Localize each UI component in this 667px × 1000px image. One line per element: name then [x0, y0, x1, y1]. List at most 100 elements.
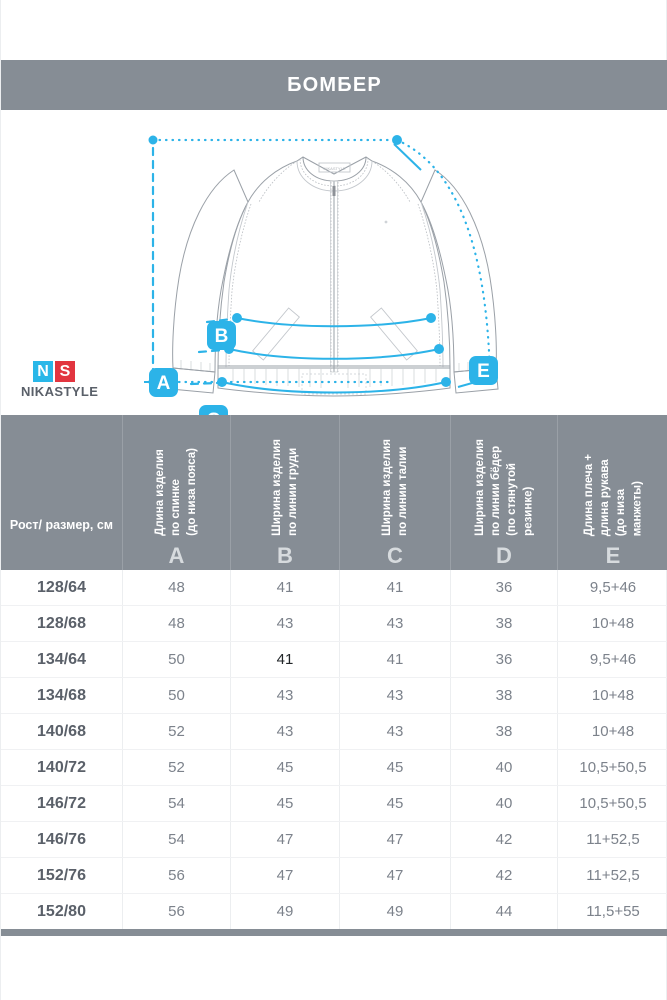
- cell-e: 11+52,5: [586, 831, 640, 848]
- cell-a: 48: [123, 606, 231, 641]
- cell-c: 43: [340, 714, 451, 749]
- cell-e: 11,5+55: [586, 903, 640, 920]
- cell-d: 36: [451, 570, 558, 605]
- svg-text:A: A: [157, 373, 171, 394]
- cell-d: 44: [451, 894, 558, 929]
- cell-e: 10+48: [591, 687, 635, 704]
- cell-e: 9,5+46: [589, 579, 637, 596]
- column-header-b: Ширина изделия по линии груди B: [231, 415, 340, 570]
- svg-text:E: E: [477, 361, 490, 382]
- cell-b: 43: [231, 714, 340, 749]
- cell-size: 152/80: [1, 894, 123, 929]
- table-row: 128/68 48 43 43 38 10+48: [1, 606, 667, 642]
- cell-d: 38: [451, 606, 558, 641]
- cell-c: 41: [340, 570, 451, 605]
- cell-d: 36: [451, 642, 558, 677]
- column-header-d: Ширина изделия по линии бёдер (по стянут…: [451, 415, 558, 570]
- cell-size: 134/64: [1, 642, 123, 677]
- measurements-table: Рост/ размер, см Длина изделия по спинке…: [1, 415, 667, 936]
- cell-d: 40: [451, 750, 558, 785]
- cell-size: 128/68: [1, 606, 123, 641]
- table-row: 146/72 54 45 45 40 10,5+50,5: [1, 786, 667, 822]
- cell-a: 54: [123, 822, 231, 857]
- table-body: 128/64 48 41 41 36 9,5+46 128/68 48 43 43 38 10+48 1…: [1, 570, 667, 929]
- column-letter-c: C: [387, 543, 403, 568]
- cell-e: 10+48: [591, 615, 635, 632]
- cell-c: 45: [340, 786, 451, 821]
- cell-c: 43: [340, 606, 451, 641]
- table-bottom-bar: [1, 929, 667, 936]
- cell-d: 42: [451, 858, 558, 893]
- cell-e: 10,5+50,5: [579, 759, 647, 776]
- brand-logo: N S NIKASTYLE: [21, 361, 131, 399]
- svg-text:B: B: [215, 326, 229, 347]
- svg-text:NIKASTYLE: NIKASTYLE: [323, 166, 345, 171]
- column-header-size-label: Рост/ размер, см: [9, 518, 114, 533]
- table-row: 134/64 50 41 41 36 9,5+46: [1, 642, 667, 678]
- table-row: 152/80 56 49 49 44 11,5+55: [1, 894, 667, 929]
- measure-badge-c: C: [199, 405, 228, 415]
- measure-badge-e: E: [469, 356, 498, 385]
- measure-badge-b: B: [207, 321, 236, 350]
- cell-b: 45: [231, 750, 340, 785]
- table-row: 134/68 50 43 43 38 10+48: [1, 678, 667, 714]
- cell-d: 38: [451, 678, 558, 713]
- column-letter-b: B: [277, 543, 293, 568]
- column-header-e: Длина плеча + длина рукава (до низа манж…: [558, 415, 667, 570]
- cell-size: 140/72: [1, 750, 123, 785]
- logo-square-n-icon: N: [33, 361, 53, 382]
- svg-text:C: C: [207, 410, 221, 415]
- cell-b: 45: [231, 786, 340, 821]
- table-row: 146/76 54 47 47 42 11+52,5: [1, 822, 667, 858]
- column-header-e-label: Длина плеча + длина рукава (до низа манж…: [582, 453, 644, 536]
- cell-c: 41: [340, 642, 451, 677]
- logo-marks: N S: [33, 361, 131, 382]
- column-header-size: Рост/ размер, см: [1, 415, 123, 570]
- measure-badge-a: A: [149, 368, 178, 397]
- cell-a: 56: [123, 894, 231, 929]
- cell-size: 140/68: [1, 714, 123, 749]
- cell-e: 10+48: [591, 723, 635, 740]
- cell-b: 41: [231, 570, 340, 605]
- cell-e: 10,5+50,5: [579, 795, 647, 812]
- table-header-row: Рост/ размер, см Длина изделия по спинке…: [1, 415, 667, 570]
- column-header-c-label: Ширина изделия по линии талии: [380, 439, 409, 536]
- column-header-a-label: Длина изделия по спинке (до низа пояса): [154, 448, 199, 536]
- cell-a: 52: [123, 714, 231, 749]
- cell-a: 50: [123, 678, 231, 713]
- cell-b: 47: [231, 858, 340, 893]
- cell-d: 38: [451, 714, 558, 749]
- cell-size: 152/76: [1, 858, 123, 893]
- column-header-c: Ширина изделия по линии талии C: [340, 415, 451, 570]
- cell-e: 9,5+46: [589, 651, 637, 668]
- brand-name: NIKASTYLE: [21, 384, 99, 399]
- table-row: 140/72 52 45 45 40 10,5+50,5: [1, 750, 667, 786]
- cell-a: 54: [123, 786, 231, 821]
- page-title-bar: БОМБЕР: [1, 60, 667, 110]
- cell-d: 42: [451, 822, 558, 857]
- bomber-jacket-drawing: .gl{fill:none;stroke:#9aa0a7;stroke-widt…: [144, 135, 499, 415]
- logo-letter-s: S: [59, 362, 71, 380]
- table-row: 140/68 52 43 43 38 10+48: [1, 714, 667, 750]
- column-header-d-label: Ширина изделия по линии бёдер (по стянут…: [473, 439, 535, 536]
- cell-a: 52: [123, 750, 231, 785]
- cell-b: 47: [231, 822, 340, 857]
- table-row: 152/76 56 47 47 42 11+52,5: [1, 858, 667, 894]
- cell-d: 40: [451, 786, 558, 821]
- logo-letter-n: N: [37, 362, 49, 380]
- cell-c: 43: [340, 678, 451, 713]
- cell-b: 41: [231, 642, 340, 677]
- cell-c: 47: [340, 858, 451, 893]
- cell-c: 47: [340, 822, 451, 857]
- column-letter-d: D: [496, 543, 512, 568]
- page-title: БОМБЕР: [287, 73, 382, 96]
- cell-b: 43: [231, 606, 340, 641]
- cell-b: 43: [231, 678, 340, 713]
- cell-a: 48: [123, 570, 231, 605]
- cell-size: 146/72: [1, 786, 123, 821]
- cell-e: 11+52,5: [586, 867, 640, 884]
- cell-a: 56: [123, 858, 231, 893]
- cell-c: 49: [340, 894, 451, 929]
- table-row: 128/64 48 41 41 36 9,5+46: [1, 570, 667, 606]
